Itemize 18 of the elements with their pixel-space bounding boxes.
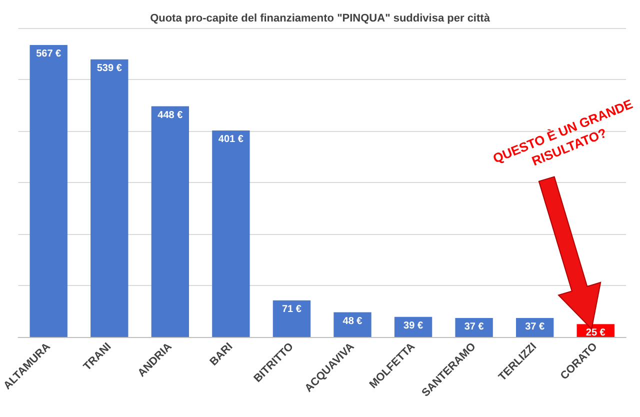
bar bbox=[30, 44, 68, 337]
data-label: 401 € bbox=[218, 134, 244, 145]
data-label: 539 € bbox=[96, 62, 122, 74]
data-label: 37 € bbox=[464, 321, 484, 332]
data-label: 37 € bbox=[525, 321, 545, 332]
bar bbox=[272, 300, 311, 337]
data-label: 25 € bbox=[586, 328, 606, 339]
data-label: 448 € bbox=[158, 110, 184, 121]
bar bbox=[212, 130, 250, 337]
data-label: 71 € bbox=[282, 304, 302, 315]
data-label: 48 € bbox=[342, 316, 363, 327]
chart-title: Quota pro-capite del finanziamento "PINQUA" suddivisa per città bbox=[150, 12, 491, 24]
data-label: 567 € bbox=[36, 48, 62, 60]
bar bbox=[151, 106, 190, 337]
bar bbox=[334, 312, 372, 337]
data-label: 39 € bbox=[404, 320, 424, 332]
bar bbox=[455, 318, 493, 337]
bar bbox=[90, 59, 128, 337]
